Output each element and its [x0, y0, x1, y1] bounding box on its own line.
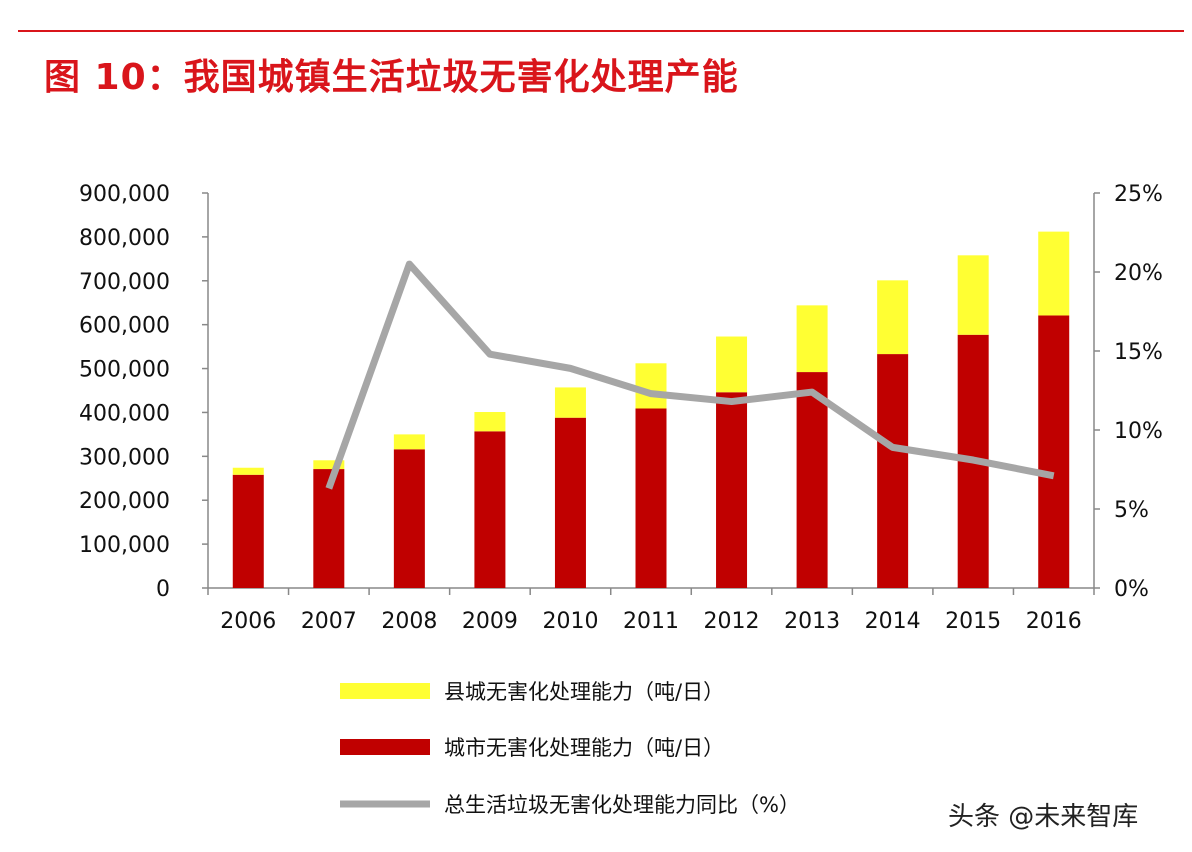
bar-city [877, 354, 909, 588]
x-tick-label: 2006 [220, 609, 276, 634]
bar-city [635, 408, 667, 588]
bar-county [393, 434, 425, 450]
x-tick-label: 2014 [865, 609, 921, 634]
legend-label: 县城无害化处理能力（吨/日） [444, 680, 724, 704]
bar-county [232, 467, 264, 475]
legend-label: 总生活垃圾无害化处理能力同比（%） [444, 793, 800, 817]
bar-county [1038, 231, 1070, 316]
y-left-tick-label: 400,000 [79, 401, 170, 426]
bar-city [232, 474, 264, 588]
y-left-tick-label: 700,000 [79, 270, 170, 295]
x-tick-label: 2010 [542, 609, 598, 634]
watermark: 头条 @未来智库 [948, 802, 1139, 832]
bar-city [393, 449, 425, 588]
x-tick-label: 2015 [945, 609, 1001, 634]
y-left-tick-label: 200,000 [79, 489, 170, 514]
bar-city [313, 469, 345, 588]
y-right-tick-label: 20% [1114, 261, 1163, 286]
x-tick-label: 2013 [784, 609, 840, 634]
bar-city [1038, 315, 1070, 588]
legend-label: 城市无害化处理能力（吨/日） [444, 736, 724, 760]
bar-city [474, 431, 506, 588]
y-right-tick-label: 25% [1114, 182, 1163, 207]
bar-city [716, 392, 748, 588]
x-tick-label: 2007 [301, 609, 357, 634]
y-right-tick-label: 15% [1114, 340, 1163, 365]
bar-county [474, 412, 506, 432]
x-tick-label: 2016 [1026, 609, 1082, 634]
bar-county [635, 363, 667, 409]
y-left-tick-label: 600,000 [79, 314, 170, 339]
y-left-tick-label: 900,000 [79, 182, 170, 207]
bar-county [554, 387, 586, 418]
x-tick-label: 2011 [623, 609, 679, 634]
x-tick-label: 2012 [704, 609, 760, 634]
bar-county [957, 255, 989, 335]
bar-county [313, 460, 345, 470]
chart-line [325, 260, 1055, 490]
x-tick-label: 2009 [462, 609, 518, 634]
legend-swatch [340, 683, 430, 699]
bar-city [554, 417, 586, 588]
page-title: 图 10：我国城镇生活垃圾无害化处理产能 [44, 57, 739, 98]
y-right-tick-label: 0% [1114, 577, 1149, 602]
chart-legend: 县城无害化处理能力（吨/日） 城市无害化处理能力（吨/日） 总生活垃圾无害化处理能力… [340, 680, 800, 817]
bar-county [716, 336, 748, 393]
y-left-tick-label: 100,000 [79, 533, 170, 558]
bar-county [877, 280, 909, 355]
y-left-tick-label: 500,000 [79, 358, 170, 383]
y-left-tick-label: 300,000 [79, 445, 170, 470]
y-right-tick-label: 5% [1114, 498, 1149, 523]
legend-swatch [340, 739, 430, 755]
yoy-line [325, 260, 1055, 490]
top-rule [18, 30, 1184, 32]
x-tick-label: 2008 [381, 609, 437, 634]
y-right-tick-label: 10% [1114, 419, 1163, 444]
y-left-tick-label: 0 [156, 577, 170, 602]
chart-axes: 0 100,000 200,000 300,000 400,000 500,000 600,… [79, 182, 1163, 634]
y-left-tick-label: 800,000 [79, 226, 170, 251]
bar-city [796, 372, 828, 588]
bar-county [796, 305, 828, 373]
